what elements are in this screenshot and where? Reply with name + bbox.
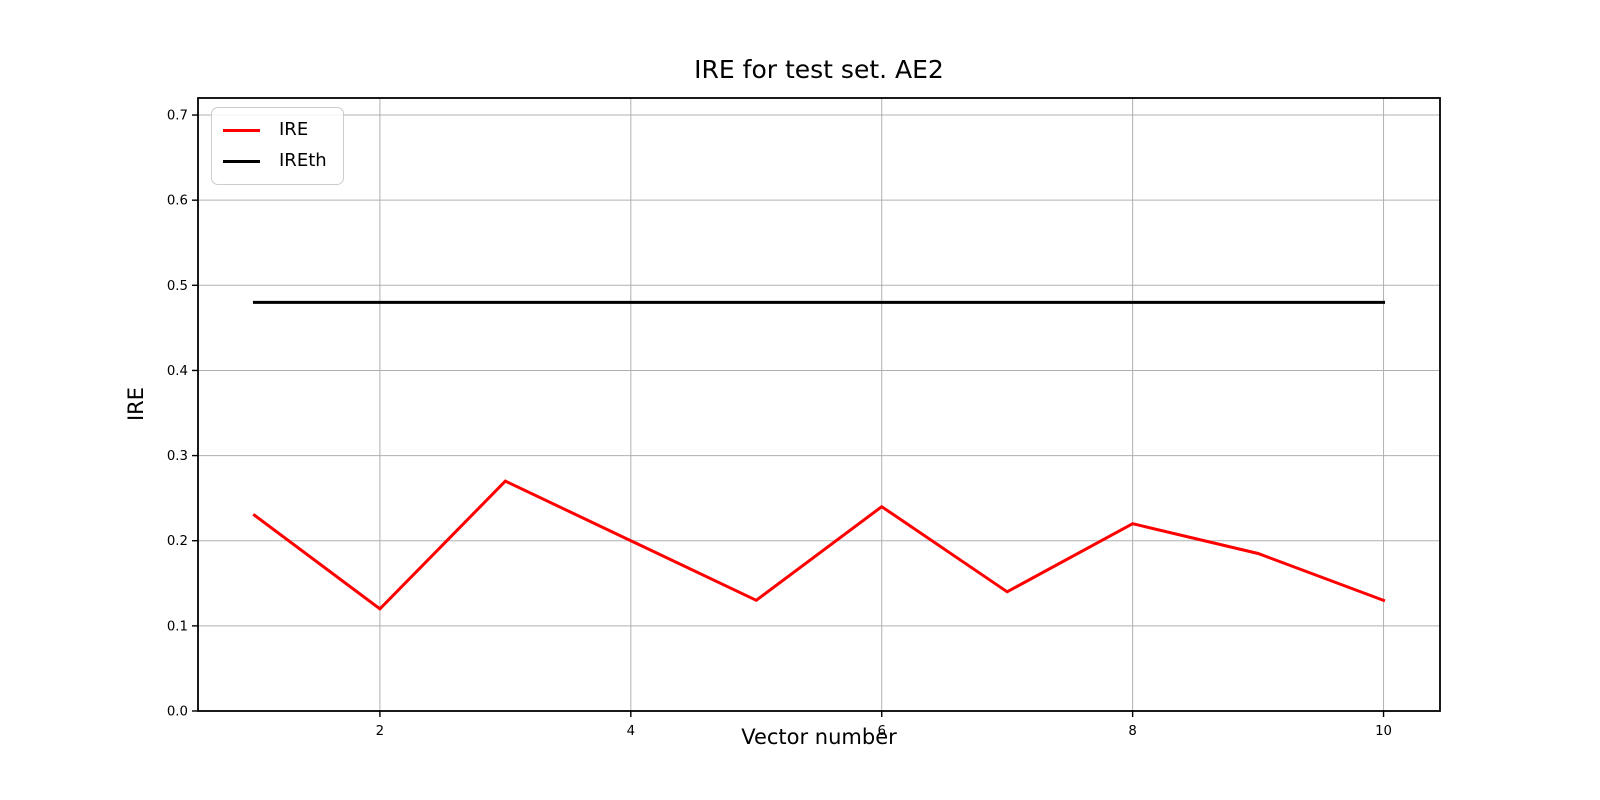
x-tick-label: 4 bbox=[627, 724, 635, 739]
y-tick-label: 0.0 bbox=[167, 705, 188, 720]
chart-title: IRE for test set. AE2 bbox=[694, 55, 944, 84]
y-tick-label: 0.7 bbox=[167, 109, 188, 124]
y-tick-label: 0.1 bbox=[167, 619, 188, 634]
legend-label-ireth: IREth bbox=[279, 149, 327, 171]
legend-label-ire: IRE bbox=[279, 118, 309, 140]
x-axis-label: Vector number bbox=[741, 725, 897, 749]
legend: IRE IREth bbox=[211, 107, 344, 185]
x-tick-label: 8 bbox=[1128, 724, 1136, 739]
y-axis-label: IRE bbox=[124, 386, 148, 422]
y-tick-label: 0.4 bbox=[167, 364, 188, 379]
y-tick-label: 0.6 bbox=[167, 194, 188, 209]
series-line-ire bbox=[252, 479, 1386, 611]
x-tick-label: 2 bbox=[376, 724, 384, 739]
x-tick-label: 10 bbox=[1375, 724, 1392, 739]
y-tick-label: 0.5 bbox=[167, 279, 188, 294]
y-tick-label: 0.2 bbox=[167, 534, 188, 549]
axes-frame bbox=[197, 97, 1441, 712]
y-tick-label: 0.3 bbox=[167, 449, 188, 464]
legend-line-ireth-swatch bbox=[223, 160, 260, 163]
legend-item-ire: IRE bbox=[223, 116, 327, 145]
legend-line-ire-swatch bbox=[223, 129, 260, 132]
x-tick-label: 6 bbox=[877, 724, 885, 739]
legend-item-ireth: IREth bbox=[223, 147, 327, 176]
